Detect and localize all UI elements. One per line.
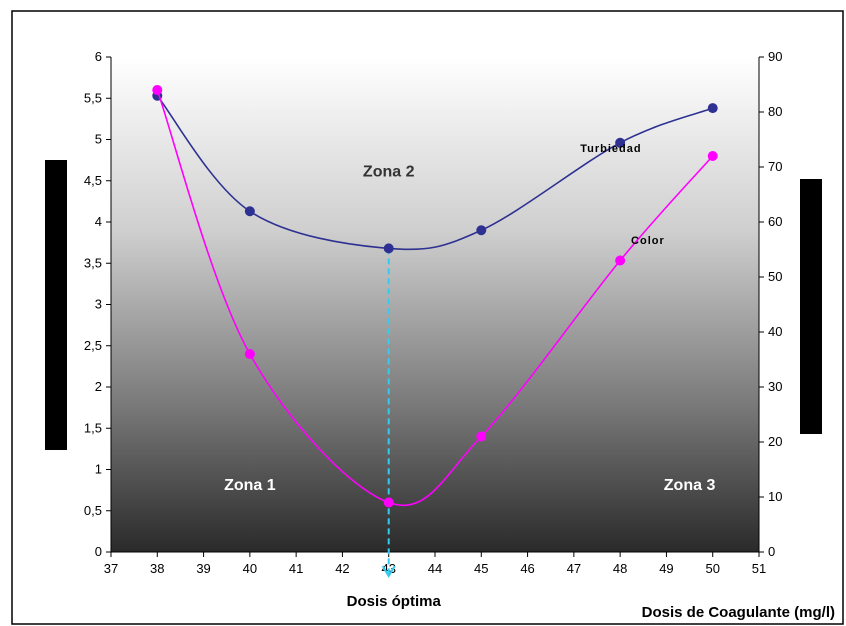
- color-series-label: Color: [631, 235, 665, 247]
- left-axis-title-block: [45, 160, 67, 450]
- optimal-dose-label: Dosis óptima: [347, 593, 442, 610]
- series-group: [152, 85, 718, 508]
- color-point: [615, 255, 626, 266]
- annotation-labels: Zona 1 Zona 2 Zona 3 Dosis óptima Turbiedad C…: [224, 143, 715, 610]
- right-tick-label: 0: [768, 544, 775, 559]
- left-tick-label: 2: [95, 379, 102, 394]
- plot-area: [111, 57, 759, 552]
- color-point: [707, 151, 718, 161]
- left-tick-label: 5: [95, 132, 102, 147]
- right-axis-title-block: [800, 179, 822, 434]
- optimal-dose-arrow: [381, 565, 396, 578]
- right-axis-ticks: 0 10 20 30 40 50 60 70 80 90: [759, 49, 782, 559]
- right-tick-label: 30: [768, 379, 782, 394]
- left-tick-label: 3: [95, 297, 102, 312]
- x-tick-label: 45: [474, 561, 488, 576]
- turbiedad-point: [244, 206, 255, 217]
- x-tick-label: 50: [705, 561, 719, 576]
- color-point: [476, 431, 487, 442]
- right-tick-label: 60: [768, 214, 782, 229]
- left-tick-label: 3,5: [84, 255, 102, 270]
- left-tick-label: 1: [95, 462, 102, 477]
- turbiedad-series-label: Turbiedad: [580, 143, 641, 155]
- right-tick-label: 90: [768, 49, 782, 64]
- right-tick-label: 80: [768, 104, 782, 119]
- left-tick-label: 0,5: [84, 503, 102, 518]
- zona-1-label: Zona 1: [224, 477, 276, 494]
- zona-3-label: Zona 3: [664, 477, 716, 494]
- left-tick-label: 1,5: [84, 420, 102, 435]
- right-tick-label: 10: [768, 489, 782, 504]
- right-tick-label: 40: [768, 324, 782, 339]
- color-point: [152, 85, 163, 95]
- right-tick-label: 70: [768, 159, 782, 174]
- left-tick-label: 0: [95, 544, 102, 559]
- left-tick-label: 4: [95, 214, 102, 229]
- x-tick-label: 38: [150, 561, 164, 576]
- x-tick-label: 48: [613, 561, 627, 576]
- left-tick-label: 2,5: [84, 338, 102, 353]
- right-tick-label: 20: [768, 434, 782, 449]
- zona-2-label: Zona 2: [363, 164, 415, 181]
- color-point: [383, 497, 394, 508]
- left-tick-label: 4,5: [84, 173, 102, 188]
- x-tick-label: 47: [567, 561, 581, 576]
- color-point: [244, 349, 255, 359]
- x-tick-label: 44: [428, 561, 442, 576]
- left-axis-ticks: 0 0,5 1 1,5 2 2,5 3 3,5 4 4,5 5 5,5 6: [84, 49, 111, 559]
- turbiedad-point: [383, 243, 394, 254]
- right-tick-label: 50: [768, 269, 782, 284]
- turbiedad-point: [707, 103, 718, 114]
- x-tick-label: 46: [520, 561, 534, 576]
- turbiedad-point: [476, 225, 487, 236]
- left-tick-label: 5,5: [84, 90, 102, 105]
- x-axis-ticks: 373839404142434445464748495051: [104, 552, 766, 576]
- optimal-dose-guide: [381, 248, 396, 578]
- x-tick-label: 40: [243, 561, 257, 576]
- x-tick-label: 41: [289, 561, 303, 576]
- x-tick-label: 42: [335, 561, 349, 576]
- x-tick-label: 39: [196, 561, 210, 576]
- turbiedad-point: [615, 137, 626, 148]
- x-tick-label: 49: [659, 561, 673, 576]
- x-tick-label: 51: [752, 561, 766, 576]
- x-tick-label: 37: [104, 561, 118, 576]
- x-axis-label: Dosis de Coagulante (mg/l): [642, 604, 835, 621]
- left-tick-label: 6: [95, 49, 102, 64]
